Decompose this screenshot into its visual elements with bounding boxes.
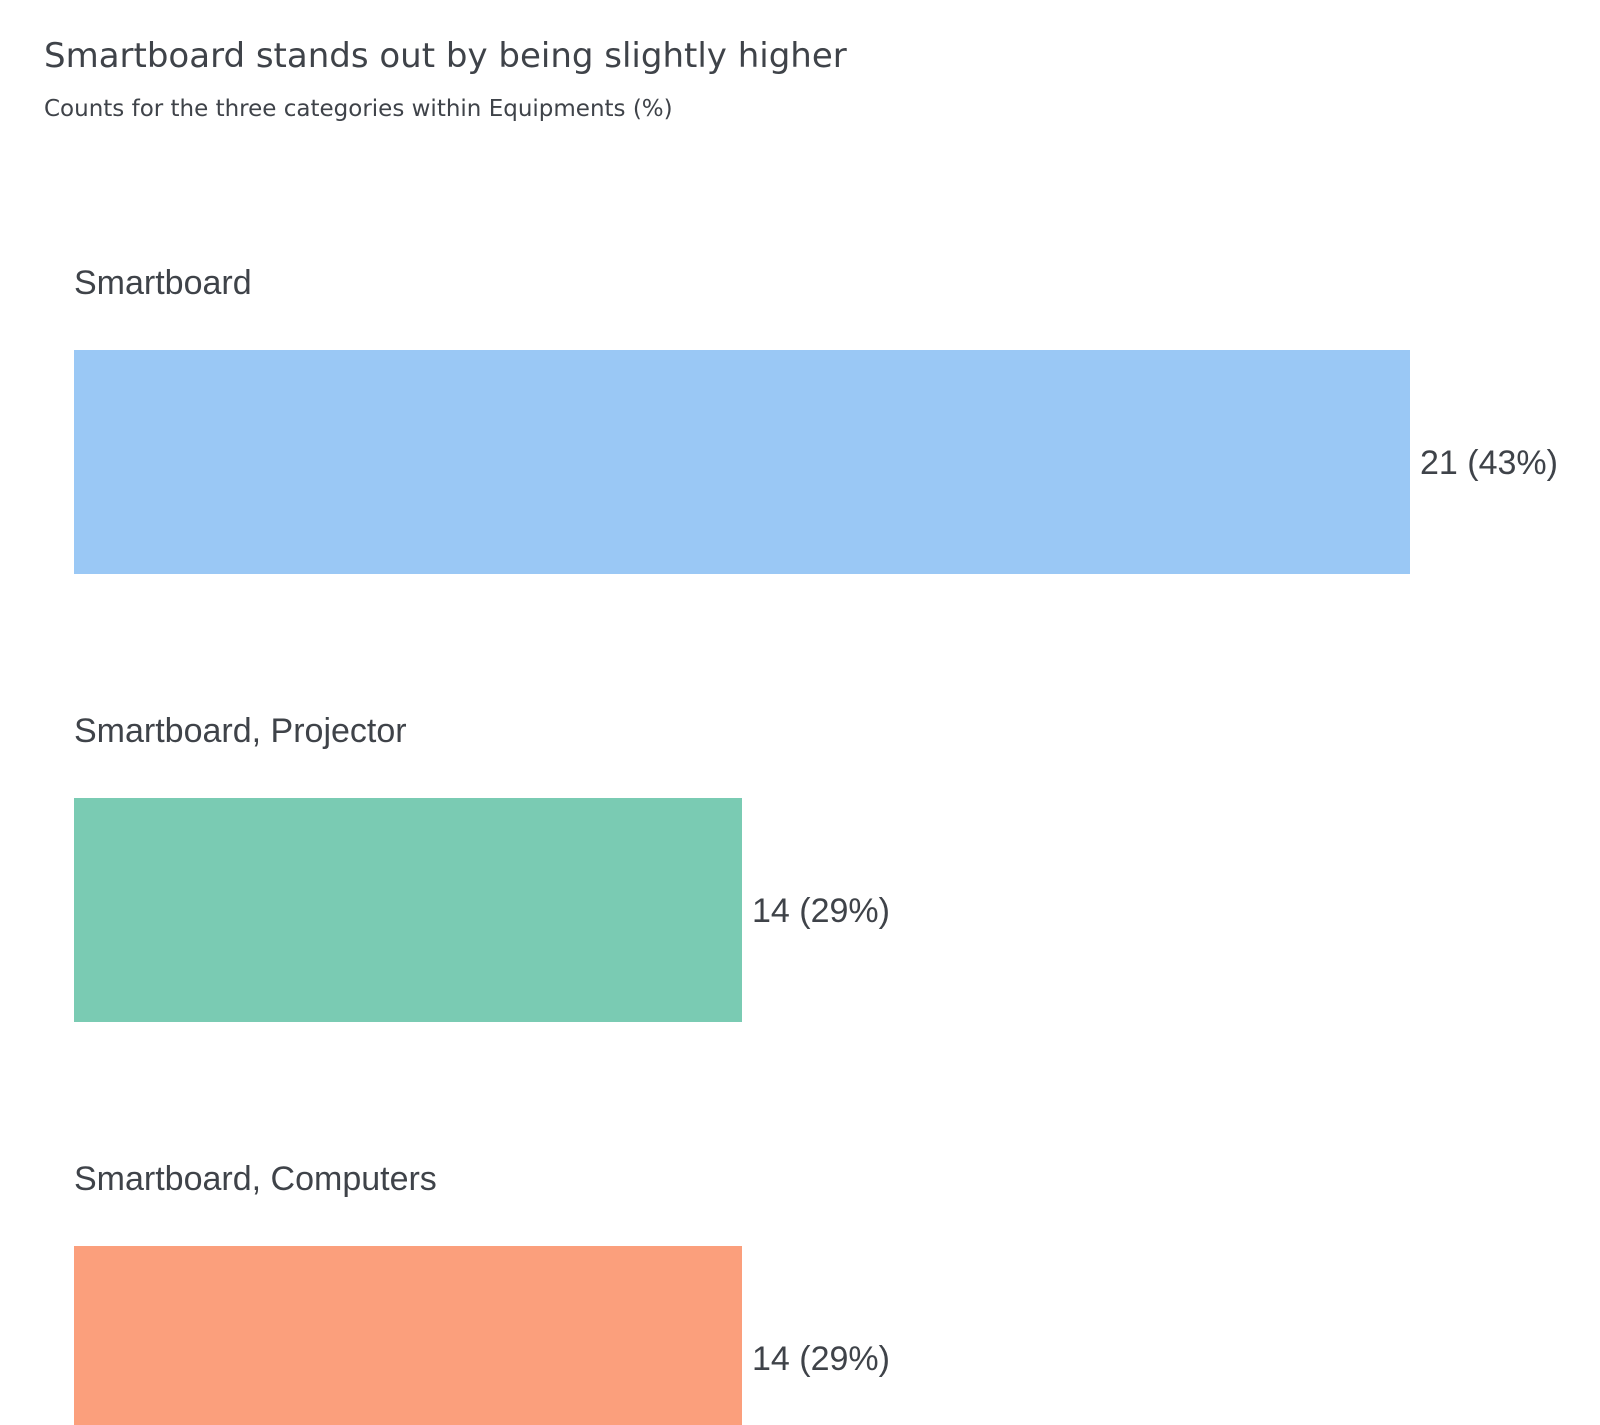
value-label-smartboard-projector: 14 (29%) — [752, 892, 890, 930]
category-label-smartboard-computers: Smartboard, Computers — [74, 1160, 437, 1198]
chart-title: Smartboard stands out by being slightly … — [44, 36, 847, 76]
category-label-smartboard-projector: Smartboard, Projector — [74, 712, 407, 750]
bar-smartboard — [74, 350, 1410, 574]
value-label-smartboard: 21 (43%) — [1420, 444, 1558, 482]
bar-smartboard-computers — [74, 1246, 742, 1425]
value-label-smartboard-computers: 14 (29%) — [752, 1340, 890, 1378]
bar-smartboard-projector — [74, 798, 742, 1022]
chart-subtitle: Counts for the three categories within E… — [44, 96, 673, 122]
category-label-smartboard: Smartboard — [74, 264, 252, 302]
